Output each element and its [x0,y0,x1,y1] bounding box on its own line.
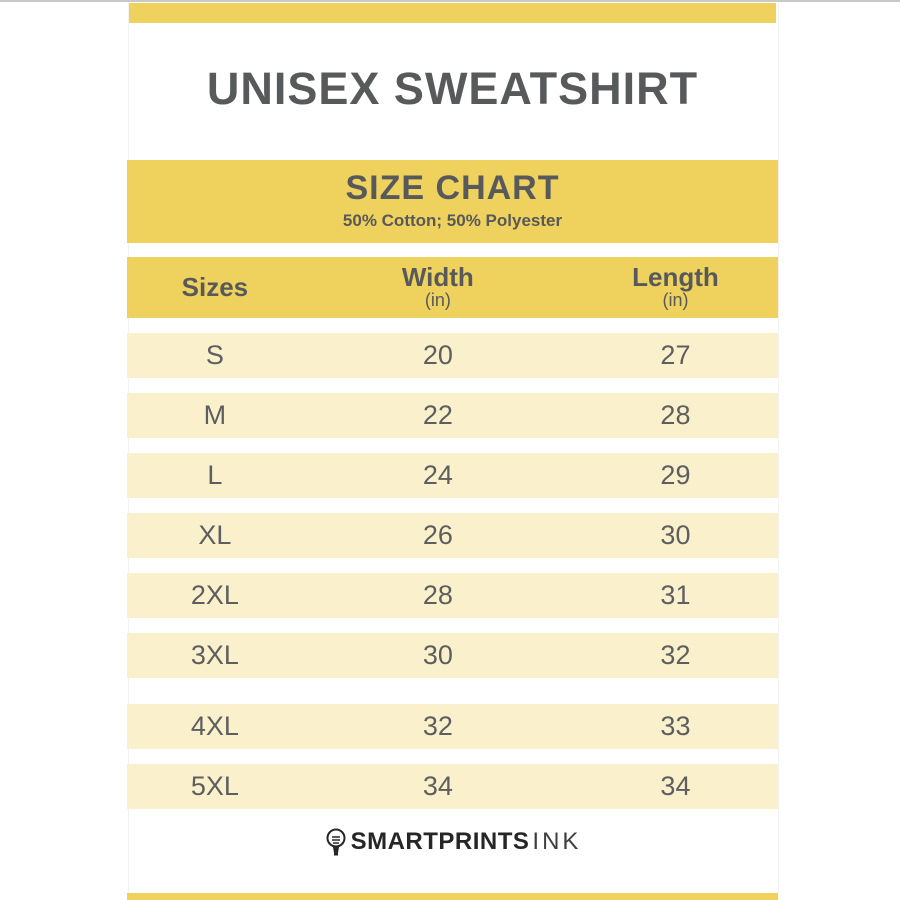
table-row: S 20 27 [127,333,778,378]
column-header-width: Width (in) [303,261,573,311]
width-cell: 34 [422,771,453,801]
size-cell: 5XL [190,771,239,801]
size-cell: M [203,400,227,430]
size-cell: 4XL [190,711,239,741]
table-row: L 24 29 [127,453,778,498]
page-title: UNISEX SWEATSHIRT [206,63,699,114]
width-cell: 32 [422,711,453,741]
column-header-length: Length (in) [573,261,778,311]
size-cell: 3XL [190,640,239,670]
length-cell: 27 [660,340,691,370]
length-cell: 30 [660,520,691,550]
lightbulb-icon [326,828,346,856]
size-chart-banner: SIZE CHART 50% Cotton; 50% Polyester [127,160,778,243]
width-cell: 28 [422,580,453,610]
length-cell: 32 [660,640,691,670]
size-cell: L [207,460,223,490]
brand-logo: SMARTPRINTS INK [127,824,778,860]
banner-title: SIZE CHART [345,169,560,207]
brand-name-bold: SMARTPRINTS [350,828,530,855]
top-yellow-bar [129,3,776,23]
table-row: 5XL 34 34 [127,764,778,809]
size-cell: S [205,340,224,370]
length-cell: 33 [660,711,691,741]
column-header-width-label: Width [401,261,474,292]
width-cell: 22 [422,400,453,430]
width-cell: 26 [422,520,453,550]
table-row: XL 26 30 [127,513,778,558]
width-cell: 20 [422,340,453,370]
length-cell: 28 [660,400,691,430]
size-cell: XL [198,520,232,550]
table-header-row: Sizes Width (in) Length (in) [127,257,778,318]
length-cell: 29 [660,460,691,490]
table-row: M 22 28 [127,393,778,438]
page-frame [128,2,779,893]
length-cell: 34 [660,771,691,801]
bottom-yellow-bar [127,893,778,900]
width-cell: 30 [422,640,453,670]
size-cell: 2XL [190,580,239,610]
brand-name-light: INK [532,828,582,855]
column-header-length-label: Length [632,261,719,292]
table-row: 2XL 28 31 [127,573,778,618]
top-border-line [0,0,900,2]
length-cell: 31 [660,580,691,610]
table-row: 4XL 32 33 [127,704,778,749]
column-header-width-unit: (in) [424,290,451,311]
table-row: 3XL 30 32 [127,633,778,678]
column-header-length-unit: (in) [662,290,689,311]
width-cell: 24 [422,460,453,490]
fabric-composition-label: 50% Cotton; 50% Polyester [342,211,563,230]
column-header-sizes: Sizes [181,271,249,302]
